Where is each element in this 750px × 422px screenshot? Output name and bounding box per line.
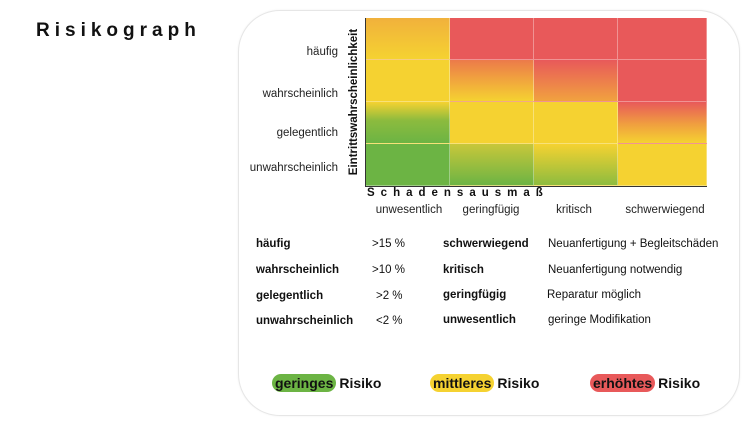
cell-wahrscheinlich-kritisch: [534, 60, 618, 102]
y-axis-title: Eintrittswahrscheinlichkeit: [348, 28, 360, 176]
sev-label-schwerwiegend: schwerwiegend: [625, 204, 705, 216]
prob-value: >10 %: [372, 264, 405, 276]
cell-wahrscheinlich-unwesentlich: [366, 60, 450, 102]
sev-desc: Neuanfertigung notwendig: [548, 264, 683, 276]
cell-gelegentlich-geringfuegig: [450, 102, 534, 144]
prob-value: >2 %: [376, 290, 403, 302]
sev-term: schwerwiegend: [443, 238, 529, 250]
prob-term: gelegentlich: [256, 290, 324, 302]
prob-term: unwahrscheinlich: [256, 315, 354, 327]
sev-term: kritisch: [443, 264, 484, 276]
cell-unwahrscheinlich-unwesentlich: [366, 144, 450, 186]
risk-suffix: Risiko: [658, 375, 701, 391]
prob-value: >15 %: [372, 238, 405, 250]
sev-label-kritisch: kritisch: [556, 204, 592, 216]
prob-label-wahrscheinlich: wahrscheinlich: [262, 88, 338, 100]
cell-haeufig-kritisch: [534, 18, 618, 60]
cell-gelegentlich-unwesentlich: [366, 102, 450, 144]
risk-suffix: Risiko: [497, 375, 540, 391]
sev-term: geringfügig: [443, 289, 507, 301]
cell-haeufig-schwerwiegend: [618, 18, 707, 60]
x-axis-title: Schadensausmaß: [367, 187, 549, 199]
risk-level-medium: mittleres Risiko: [430, 374, 539, 392]
sev-label-geringfuegig: geringfügig: [462, 204, 520, 216]
sev-desc: Reparatur möglich: [547, 289, 641, 301]
cell-gelegentlich-schwerwiegend: [618, 102, 707, 144]
prob-term: häufig: [256, 238, 291, 250]
cell-unwahrscheinlich-schwerwiegend: [618, 144, 707, 186]
risk-level-low: geringes Risiko: [272, 374, 381, 392]
sev-desc: Neuanfertigung + Begleitschäden: [548, 238, 719, 250]
cell-haeufig-geringfuegig: [450, 18, 534, 60]
cell-unwahrscheinlich-geringfuegig: [450, 144, 534, 186]
cell-unwahrscheinlich-kritisch: [534, 144, 618, 186]
prob-label-unwahrscheinlich: unwahrscheinlich: [249, 162, 338, 174]
risk-matrix: [365, 18, 707, 187]
risk-level-high: erhöhtes Risiko: [590, 374, 700, 392]
prob-label-gelegentlich: gelegentlich: [276, 127, 338, 139]
sev-desc: geringe Modifikation: [548, 314, 651, 326]
prob-term: wahrscheinlich: [256, 264, 340, 276]
risk-suffix: Risiko: [339, 375, 382, 391]
cell-gelegentlich-kritisch: [534, 102, 618, 144]
sev-term: unwesentlich: [443, 314, 516, 326]
sev-label-unwesentlich: unwesentlich: [375, 204, 443, 216]
risk-pill-medium: mittleres: [430, 374, 495, 392]
risk-pill-high: erhöhtes: [590, 374, 656, 392]
cell-wahrscheinlich-geringfuegig: [450, 60, 534, 102]
page-title: Risikograph: [36, 20, 201, 41]
prob-label-haeufig: häufig: [306, 46, 338, 58]
risk-pill-low: geringes: [272, 374, 337, 392]
cell-wahrscheinlich-schwerwiegend: [618, 60, 707, 102]
prob-value: <2 %: [376, 315, 403, 327]
cell-haeufig-unwesentlich: [366, 18, 450, 60]
